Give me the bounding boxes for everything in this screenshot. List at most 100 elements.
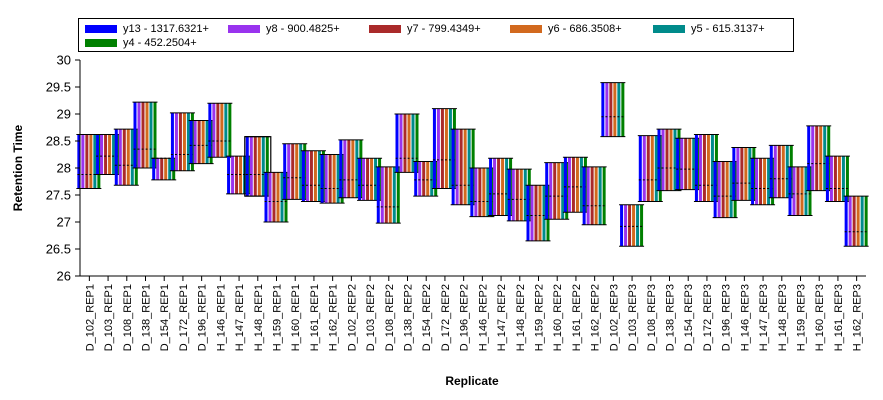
series-strip: [313, 150, 317, 202]
series-strip: [519, 169, 523, 221]
series-strip: [186, 112, 190, 171]
series-strip: [617, 82, 621, 137]
x-tick-label: H_146_REP2: [477, 284, 489, 351]
series-strip: [114, 129, 118, 186]
x-tick-label: H_161_REP1: [309, 284, 321, 351]
replicate-bar[interactable]: [394, 113, 420, 173]
series-strip: [85, 134, 89, 189]
series-strip: [118, 129, 122, 186]
x-tick-label: D_154_REP2: [421, 284, 433, 351]
series-strip: [852, 196, 856, 247]
replicate-bar[interactable]: [787, 166, 813, 217]
series-strip: [621, 82, 625, 137]
series-strip: [459, 129, 463, 205]
series-strip: [227, 156, 231, 194]
series-strip: [856, 196, 860, 247]
legend-swatch-y7: [369, 25, 401, 33]
series-strip: [343, 139, 347, 198]
replicate-bar[interactable]: [824, 155, 850, 202]
series-strip: [586, 166, 590, 225]
y-tick-label: 28: [57, 161, 71, 176]
series-strip: [811, 125, 815, 191]
series-strip: [396, 166, 400, 224]
series-strip: [261, 136, 265, 197]
series-strip: [324, 154, 328, 204]
series-strip: [579, 157, 583, 213]
series-strip: [545, 162, 549, 220]
legend-swatch-y5: [653, 25, 685, 33]
x-tick-label: H_147_REP3: [758, 284, 770, 351]
series-strip: [482, 168, 486, 217]
x-tick-label: H_147_REP1: [234, 284, 246, 351]
series-strip: [769, 145, 773, 198]
series-strip: [571, 157, 575, 213]
series-strip: [374, 158, 378, 201]
series-strip: [264, 172, 268, 222]
series-strip: [347, 139, 351, 198]
y-tick-label: 28.5: [46, 134, 71, 149]
series-strip: [305, 150, 309, 202]
series-strip: [740, 147, 744, 201]
x-tick-label: D_138_REP2: [403, 284, 415, 351]
series-strip: [182, 112, 186, 171]
series-strip: [440, 108, 444, 189]
replicate-bar[interactable]: [375, 166, 401, 224]
series-strip: [451, 129, 455, 205]
legend-swatch-y4: [85, 39, 117, 47]
x-tick-label: H_148_REP1: [253, 284, 265, 351]
series-strip: [620, 204, 624, 247]
series-strip: [729, 161, 733, 218]
series-strip: [280, 172, 284, 222]
series-strip: [388, 166, 392, 224]
x-tick-label: H_159_REP2: [534, 284, 546, 351]
series-strip: [624, 204, 628, 247]
replicate-bar[interactable]: [600, 82, 626, 138]
series-strip: [265, 136, 269, 197]
x-tick-label: D_108_REP3: [646, 284, 658, 351]
series-strip: [673, 129, 677, 191]
series-strip: [763, 158, 767, 205]
series-strip: [825, 156, 829, 202]
series-strip: [706, 134, 710, 202]
series-strip: [253, 136, 257, 197]
series-strip: [781, 145, 785, 198]
legend-label-y7: y7 - 799.4349+: [407, 23, 481, 35]
legend-label-y4: y4 - 452.2504+: [123, 37, 197, 49]
x-tick-label: H_162_REP1: [328, 284, 340, 351]
x-tick-label: D_103_REP1: [103, 284, 115, 351]
series-strip: [713, 161, 717, 218]
series-strip: [201, 120, 205, 164]
series-strip: [650, 135, 654, 202]
series-strip: [538, 185, 542, 241]
y-axis-title: Retention Time: [11, 124, 25, 211]
series-strip: [415, 114, 419, 173]
y-tick-label: 26: [57, 269, 71, 284]
series-strip: [702, 134, 706, 202]
series-strip: [455, 129, 459, 205]
series-strip: [257, 136, 261, 197]
replicate-bar[interactable]: [619, 204, 645, 247]
series-strip: [860, 196, 864, 247]
series-strip: [478, 168, 482, 217]
series-strip: [526, 185, 530, 241]
x-tick-label: H_148_REP2: [515, 284, 527, 351]
series-strip: [777, 145, 781, 198]
series-strip: [661, 129, 665, 191]
series-strip: [507, 169, 511, 221]
series-strip: [178, 112, 182, 171]
series-strip: [736, 147, 740, 201]
replicate-bar[interactable]: [207, 102, 233, 158]
y-tick-label: 29.5: [46, 80, 71, 95]
series-strip: [684, 138, 688, 190]
series-strip: [395, 114, 399, 173]
series-strip: [208, 103, 212, 158]
series-strip: [632, 204, 636, 247]
series-strip: [328, 154, 332, 204]
series-strip: [93, 134, 97, 189]
x-ticks: D_102_REP1 D_103_REP1 D_108_REP1 D_138_REP1…: [84, 276, 864, 351]
replicate-bar[interactable]: [581, 166, 607, 226]
replicate-bar[interactable]: [843, 195, 869, 247]
series-strip: [804, 166, 808, 216]
series-strip: [534, 185, 538, 241]
series-strip: [133, 102, 137, 168]
